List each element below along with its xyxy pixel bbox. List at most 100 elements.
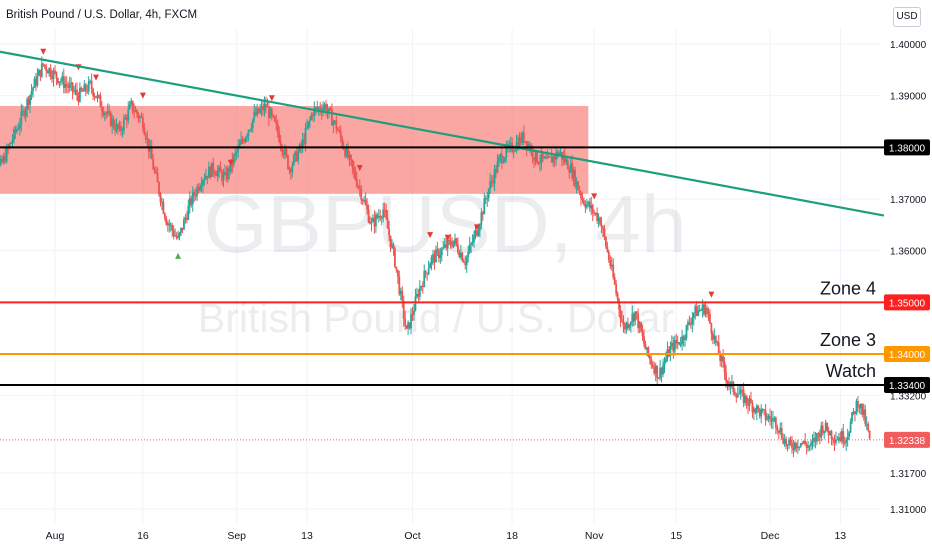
candle-body xyxy=(287,155,289,169)
candle-body xyxy=(336,129,339,131)
candle-body xyxy=(701,304,704,311)
candle-body xyxy=(457,244,459,253)
candle-body xyxy=(13,129,15,140)
candle-body xyxy=(98,95,100,97)
y-tick-label: 1.33200 xyxy=(890,391,927,402)
candle-body xyxy=(5,147,8,162)
candle-body xyxy=(276,123,279,133)
candle-body xyxy=(651,364,654,367)
candle-body xyxy=(857,401,859,408)
candle-body xyxy=(207,166,210,179)
candle-body xyxy=(284,149,286,156)
candle-body xyxy=(205,175,207,180)
candle-body xyxy=(62,76,65,88)
candle-body xyxy=(817,433,820,435)
swing-marker-down xyxy=(93,74,100,81)
candle-body xyxy=(543,157,546,159)
candle-body xyxy=(43,64,46,67)
level-label: Zone 4 xyxy=(820,278,876,298)
candle-body xyxy=(672,342,675,352)
candle-body xyxy=(684,338,686,341)
candle-body xyxy=(254,111,257,116)
candle-body xyxy=(621,319,623,322)
candle-body xyxy=(215,174,218,177)
candle-body xyxy=(518,137,521,149)
candle-body xyxy=(386,218,389,229)
candle-body xyxy=(256,108,259,116)
candle-body xyxy=(430,257,433,264)
level-label: Zone 3 xyxy=(820,330,876,350)
candle-body xyxy=(46,70,49,74)
candle-body xyxy=(316,107,319,110)
candle-body xyxy=(127,109,130,121)
candle-body xyxy=(648,356,651,360)
candle-body xyxy=(591,205,594,213)
candle-body xyxy=(792,447,795,450)
candle-body xyxy=(515,141,518,150)
currency-button[interactable]: USD xyxy=(893,7,921,27)
candle-body xyxy=(30,91,33,96)
candle-body xyxy=(426,273,429,275)
candle-body xyxy=(345,147,348,157)
candle-body xyxy=(751,402,754,413)
candle-body xyxy=(433,254,436,263)
candle-body xyxy=(117,124,119,129)
candle-body xyxy=(398,276,401,295)
candle-body xyxy=(35,78,37,86)
candle-body xyxy=(228,167,231,173)
candle-body xyxy=(93,96,96,98)
candle-body xyxy=(71,82,74,92)
candle-body xyxy=(643,335,645,344)
candle-body xyxy=(670,342,673,347)
candle-body xyxy=(361,199,364,202)
candle-body xyxy=(420,286,423,288)
y-tick-label: 1.39000 xyxy=(890,92,927,103)
candle-body xyxy=(451,244,453,247)
swing-marker-down xyxy=(40,48,47,55)
candle-body xyxy=(183,219,185,230)
candle-body xyxy=(423,271,426,287)
candle-body xyxy=(389,235,392,248)
candle-body xyxy=(502,161,505,163)
candle-body xyxy=(852,411,855,413)
candle-body xyxy=(136,110,138,115)
candle-body xyxy=(619,309,622,320)
candle-body xyxy=(240,139,242,144)
candle-body xyxy=(739,389,742,394)
candle-body xyxy=(626,322,629,328)
candle-body xyxy=(212,162,215,172)
level-badge-bg xyxy=(884,294,930,311)
candle-body xyxy=(222,173,225,181)
candle-body xyxy=(100,107,103,112)
candle-body xyxy=(536,151,538,163)
candle-body xyxy=(757,405,760,409)
candle-body xyxy=(565,159,568,163)
candle-body xyxy=(512,151,515,153)
candle-body xyxy=(99,95,102,108)
candle-body xyxy=(275,121,278,124)
candle-body xyxy=(341,137,344,146)
candle-body xyxy=(37,69,40,76)
candle-body xyxy=(848,432,851,437)
candle-body xyxy=(725,372,727,382)
candle-body xyxy=(807,445,809,448)
candle-body xyxy=(161,201,163,203)
candle-body xyxy=(344,149,347,157)
swing-marker-down xyxy=(139,92,146,99)
candle-body xyxy=(763,409,766,411)
candle-body xyxy=(168,223,171,226)
candle-body xyxy=(833,440,836,443)
candle-body xyxy=(424,271,427,274)
candle-body xyxy=(588,201,591,209)
candle-body xyxy=(575,181,578,187)
swing-marker-down xyxy=(427,232,434,239)
candle-body xyxy=(440,248,443,256)
candle-body xyxy=(0,158,2,165)
candle-body xyxy=(73,91,75,93)
y-tick-label: 1.36000 xyxy=(890,247,927,258)
candle-body xyxy=(122,118,125,131)
candle-body xyxy=(216,171,219,177)
candle-body xyxy=(569,163,572,173)
candle-body xyxy=(376,214,379,218)
